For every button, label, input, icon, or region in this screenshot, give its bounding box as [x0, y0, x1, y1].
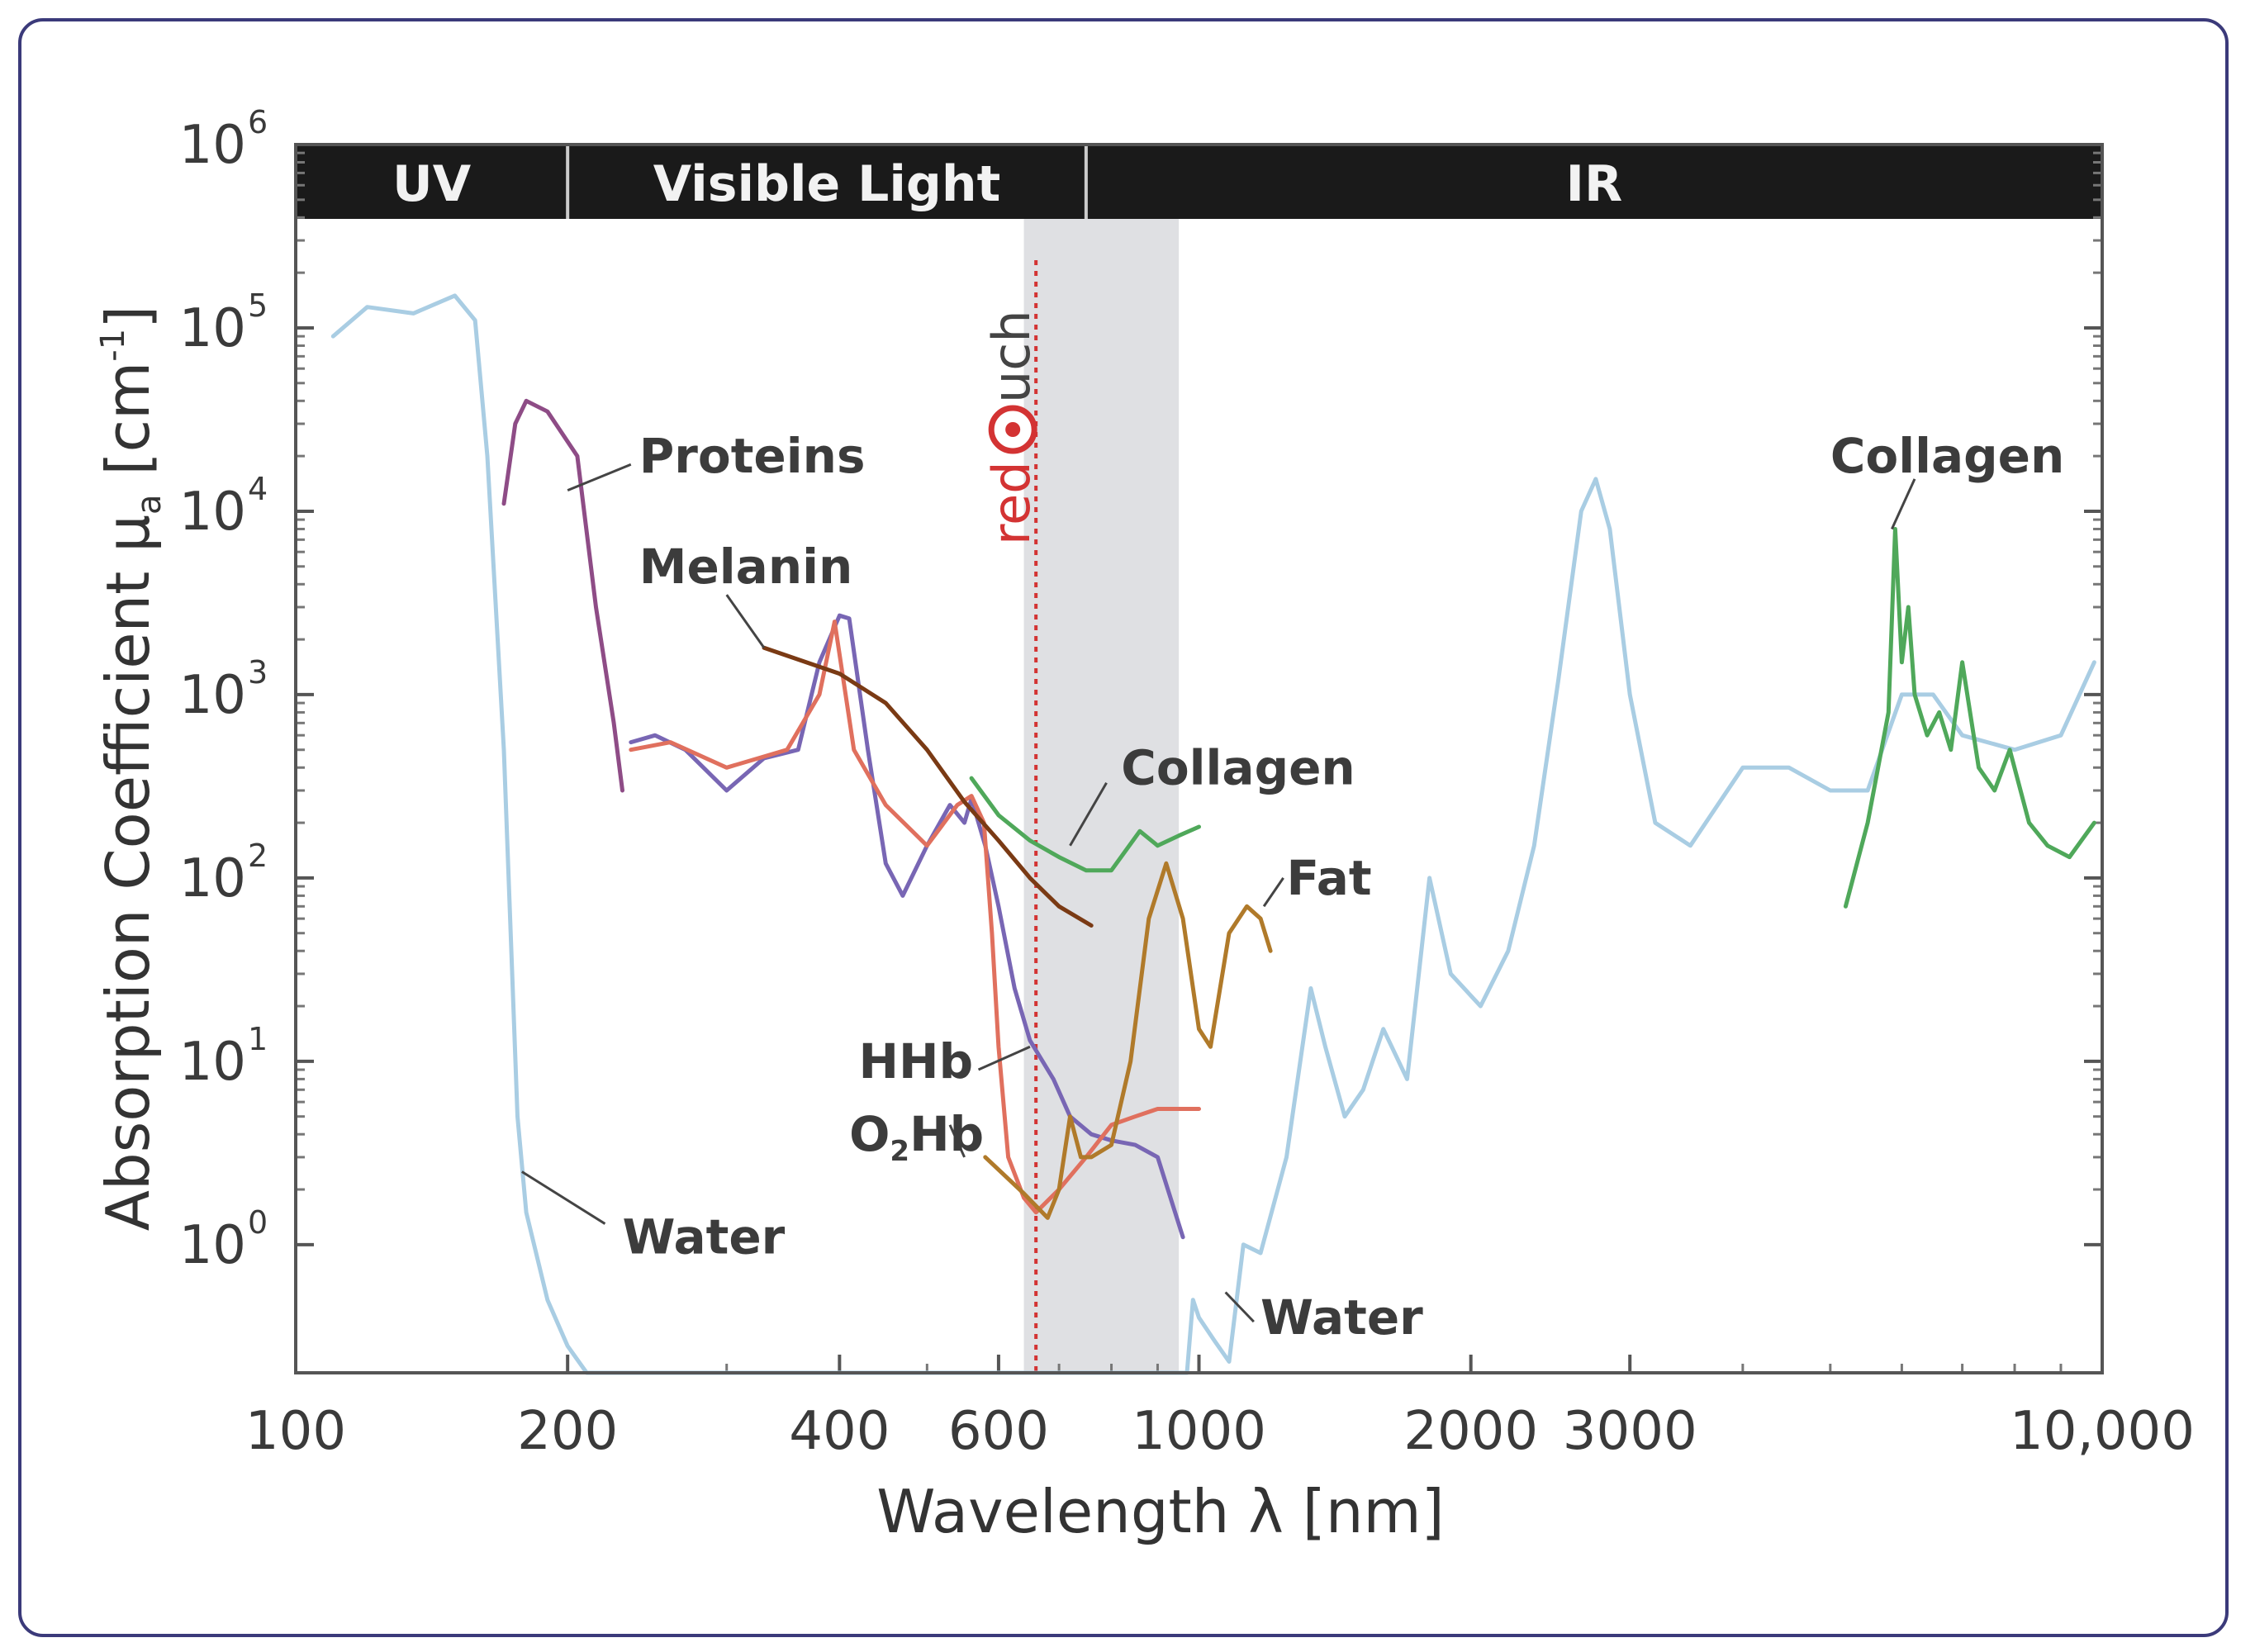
y-tick-label: 10 — [179, 1032, 246, 1093]
series-water — [330, 293, 2096, 1375]
y-tick-exponent: 5 — [248, 287, 268, 324]
brand-logo: red uch — [981, 310, 1042, 545]
annotation-label: O2Hb — [849, 1106, 984, 1168]
band-uv — [296, 145, 568, 219]
annotation-label: Melanin — [639, 539, 853, 595]
highlight-region — [1023, 219, 1180, 1373]
y-tick-exponent: 1 — [248, 1021, 268, 1057]
y-tick-exponent: 4 — [248, 471, 268, 507]
brand-text-post: uch — [981, 310, 1042, 403]
series-collagen — [1843, 527, 2096, 909]
annotation-leader — [725, 594, 766, 649]
annotation-leader — [1224, 1291, 1255, 1323]
y-axis-title: Absorption Coefficient μa [cm-1] — [93, 306, 169, 1232]
y-tick-label: 10 — [179, 665, 246, 726]
x-tick-label: 3000 — [1563, 1401, 1697, 1462]
y-tick-exponent: 3 — [248, 654, 268, 691]
x-tick-label: 100 — [245, 1401, 346, 1462]
series-hhb — [629, 613, 1185, 1240]
annotation-label: Fat — [1286, 850, 1371, 906]
x-tick-label: 200 — [517, 1401, 618, 1462]
y-tick-exponent: 2 — [248, 838, 268, 874]
brand-text-pre: red — [981, 461, 1042, 545]
annotation-label: Water — [623, 1209, 786, 1265]
y-tick-label: 10 — [179, 298, 246, 359]
y-tick-label: 10 — [179, 1215, 246, 1276]
band-label: IR — [1566, 155, 1623, 213]
y-tick-label: 10 — [179, 115, 246, 176]
series-proteins — [501, 398, 624, 793]
annotation-leader — [521, 1170, 606, 1225]
y-tick-label: 10 — [179, 482, 246, 543]
x-tick-label: 1000 — [1132, 1401, 1266, 1462]
x-axis-title: Wavelength λ [nm] — [876, 1477, 1444, 1546]
series-melanin — [762, 645, 1094, 928]
band-label: Visible Light — [653, 155, 1000, 213]
series-collagen — [969, 776, 1201, 873]
band-visible-light — [567, 145, 1086, 219]
x-tick-label: 2000 — [1403, 1401, 1538, 1462]
annotation-leader — [977, 1045, 1031, 1071]
annotation-label: Collagen — [1121, 739, 1355, 795]
annotation-label: Collagen — [1830, 428, 2064, 484]
y-tick-label: 10 — [179, 848, 246, 909]
annotation-leader — [567, 463, 632, 492]
x-tick-label: 10,000 — [2010, 1401, 2195, 1462]
annotation-leader — [948, 1124, 966, 1158]
x-tick-label: 400 — [789, 1401, 890, 1462]
band-ir — [1085, 145, 2102, 219]
annotation-leader — [1891, 478, 1916, 530]
annotation-leader — [1262, 877, 1284, 908]
annotation-leader — [1069, 782, 1108, 847]
annotation-label: HHb — [859, 1033, 974, 1089]
x-tick-label: 600 — [948, 1401, 1049, 1462]
series-fat — [983, 861, 1273, 1220]
plot-frame — [294, 143, 2104, 1374]
y-tick-exponent: 6 — [248, 104, 268, 140]
annotation-label: Proteins — [639, 428, 866, 484]
y-tick-exponent: 0 — [248, 1204, 268, 1241]
annotation-label: Water — [1260, 1289, 1423, 1346]
brand-target-dot — [1005, 422, 1021, 437]
band-label: UV — [392, 155, 472, 213]
